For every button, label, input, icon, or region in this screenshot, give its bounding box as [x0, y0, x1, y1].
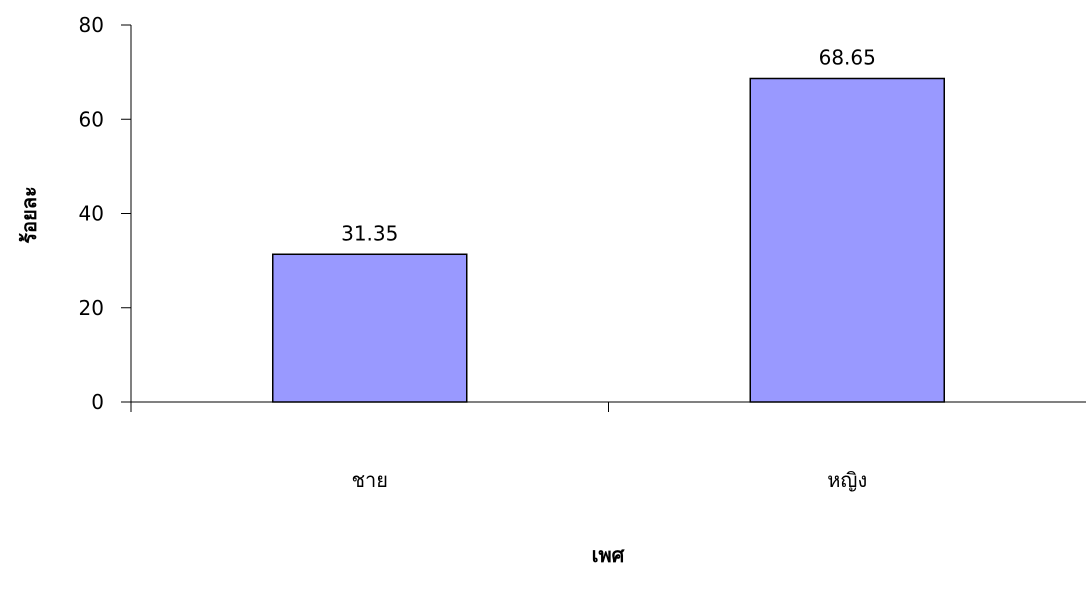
y-axis-ticks: 0 20 40 60 80	[79, 13, 131, 414]
bar	[272, 253, 468, 403]
y-tick-label: 80	[79, 13, 104, 37]
x-axis-ticks: ชาย หญิง	[351, 402, 867, 492]
y-tick-label: 0	[91, 390, 104, 414]
data-label: 68.65	[819, 45, 876, 69]
x-tick-label: ชาย	[351, 468, 388, 492]
y-axis-title: ร้อยละ	[17, 186, 41, 243]
y-tick-label: 20	[79, 296, 104, 320]
x-tick-label: หญิง	[827, 468, 867, 492]
data-label: 31.35	[341, 221, 398, 245]
y-tick-label: 40	[79, 202, 104, 226]
y-tick-label: 60	[79, 107, 104, 131]
bars	[272, 77, 945, 403]
x-axis-title: เพศ	[592, 543, 626, 567]
data-labels: 31.35 68.65	[341, 45, 876, 245]
bar	[749, 77, 945, 403]
